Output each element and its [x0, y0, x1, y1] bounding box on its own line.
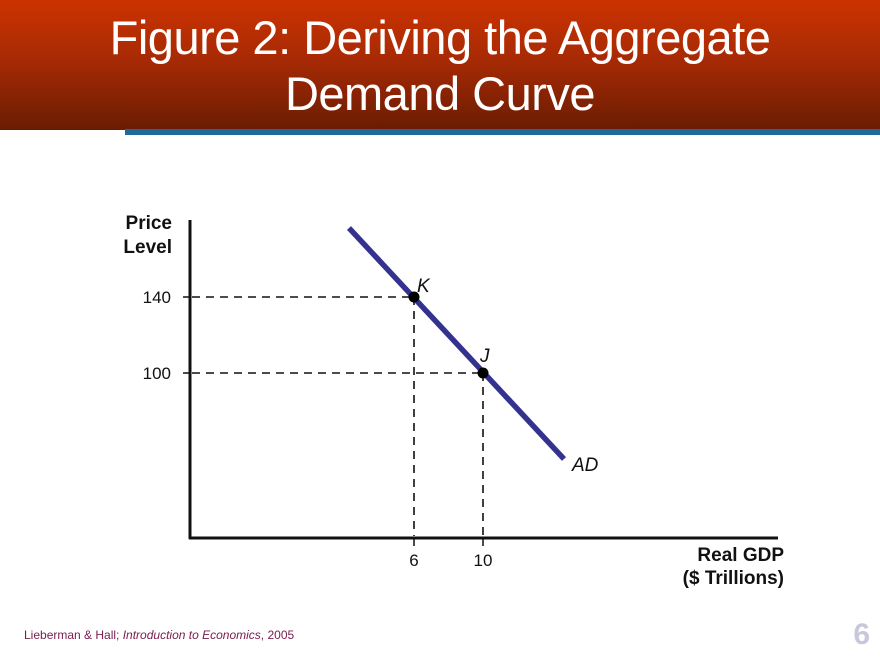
x-tick-label-6: 6	[409, 551, 418, 570]
y-tick-label-140: 140	[143, 288, 171, 307]
point-k	[408, 291, 420, 303]
slide-page-number: 6	[853, 618, 870, 651]
slide-title-line2: Demand Curve	[284, 67, 596, 120]
citation-book-title: Introduction to Economics	[122, 628, 261, 642]
y-tick-label-100: 100	[143, 364, 171, 383]
point-k-label: K	[417, 276, 431, 297]
y-axis-title-line1: Price	[126, 213, 172, 234]
source-citation: Lieberman & Hall; Introduction to Econom…	[24, 628, 294, 642]
citation-year: , 2005	[260, 628, 295, 642]
citation-authors: Lieberman & Hall;	[24, 628, 123, 642]
ad-curve-label: AD	[571, 455, 599, 476]
point-j	[477, 367, 489, 379]
guide-lines	[192, 296, 484, 536]
title-underline-rule	[125, 129, 880, 135]
point-j-label: J	[479, 346, 490, 367]
ad-curve	[346, 226, 567, 461]
slide-title: Figure 2: Deriving the Aggregate Demand …	[0, 10, 880, 122]
x-tick-label-10: 10	[474, 551, 493, 570]
slide-title-line1: Figure 2: Deriving the Aggregate	[109, 11, 771, 64]
x-axis-title-line1: Real GDP	[697, 545, 784, 566]
x-axis-title-line2: ($ Trillions)	[683, 568, 784, 589]
title-band	[0, 0, 880, 130]
y-axis-title-line2: Level	[123, 237, 172, 258]
